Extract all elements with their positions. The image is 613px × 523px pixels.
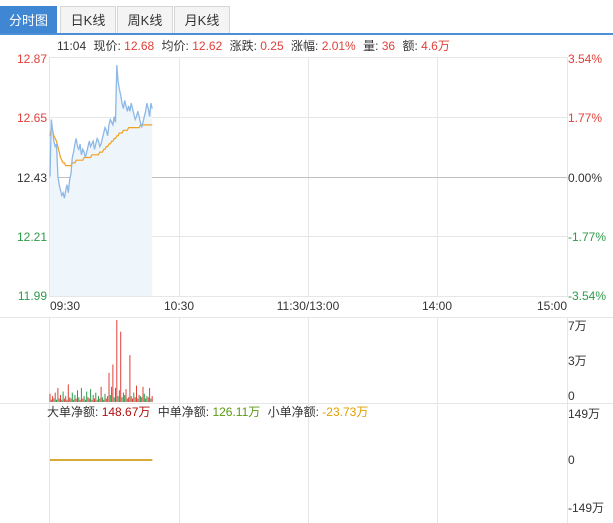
flow-large-label: 大单净额: (47, 405, 98, 419)
info-time: 11:04 (57, 39, 86, 53)
pct-tick-1: 1.77% (568, 111, 602, 125)
tab-timeshare[interactable]: 分时图 (0, 6, 57, 33)
pct-tick-4: -3.54% (568, 289, 606, 303)
vol-tick-1: 3万 (568, 354, 587, 368)
info-pct: 2.01% (322, 39, 356, 53)
tab-weekly-kline[interactable]: 周K线 (117, 6, 173, 33)
info-pct-label: 涨幅: (291, 38, 318, 53)
flow-small-label: 小单净额: (268, 405, 319, 419)
info-amount: 4.6万 (421, 39, 450, 53)
flow-medium-value: 126.11万 (212, 405, 260, 419)
pct-tick-3: -1.77% (568, 230, 606, 244)
time-tick-1500: 15:00 (537, 299, 567, 313)
price-tick-4: 11.99 (18, 289, 47, 303)
info-avg-label: 均价: (162, 39, 189, 53)
pct-tick-0: 3.54% (568, 52, 602, 66)
info-change-label: 涨跌: (230, 38, 257, 53)
flow-large-value: 148.67万 (102, 405, 151, 419)
tab-daily-kline[interactable]: 日K线 (60, 6, 116, 33)
info-avg: 12.62 (192, 39, 222, 53)
flow-tick-2: -149万 (568, 501, 604, 515)
info-price-label: 现价: (93, 39, 120, 53)
info-vol-label: 量: (363, 39, 378, 53)
flow-tick-1: 0 (568, 453, 575, 467)
price-tick-0: 12.87 (17, 52, 47, 66)
vol-tick-2: 0 (568, 389, 575, 403)
tab-monthly-kline[interactable]: 月K线 (174, 6, 230, 33)
flow-tick-0: 149万 (568, 407, 600, 421)
price-tick-3: 12.21 (17, 230, 47, 244)
info-change: 0.25 (260, 39, 284, 53)
price-area (50, 65, 153, 296)
time-tick-1030: 10:30 (164, 299, 194, 313)
flow-small-value: -23.73万 (322, 405, 368, 419)
svg-text:大单净额: 148.67万 中单净额:: 大单净额: 148.67万 中单净额: 126.11万 小单净额: -23.73… (47, 404, 368, 419)
vol-tick-0: 7万 (568, 319, 587, 333)
flow-medium-label: 中单净额: (158, 404, 209, 419)
price-line (49, 65, 153, 199)
time-tick-1130: 11:30/13:00 (277, 299, 340, 313)
info-vol: 36 (382, 39, 396, 53)
time-tick-0930: 09:30 (50, 299, 80, 313)
info-price: 12.68 (124, 39, 154, 53)
pct-tick-2: 0.00% (568, 171, 602, 185)
time-tick-1400: 14:00 (422, 299, 452, 313)
price-tick-1: 12.65 (17, 111, 47, 125)
price-tick-2: 12.43 (17, 171, 47, 185)
avg-price-line (49, 124, 153, 167)
chart-tab-bar: 分时图 日K线 周K线 月K线 (0, 0, 613, 35)
svg-text:11:04 现价: 12.68 均价: 11:04 现价: 12.68 均价: 12.62 涨跌: 0.25 涨幅: 2… (57, 38, 450, 53)
info-amount-label: 额: (402, 39, 417, 53)
